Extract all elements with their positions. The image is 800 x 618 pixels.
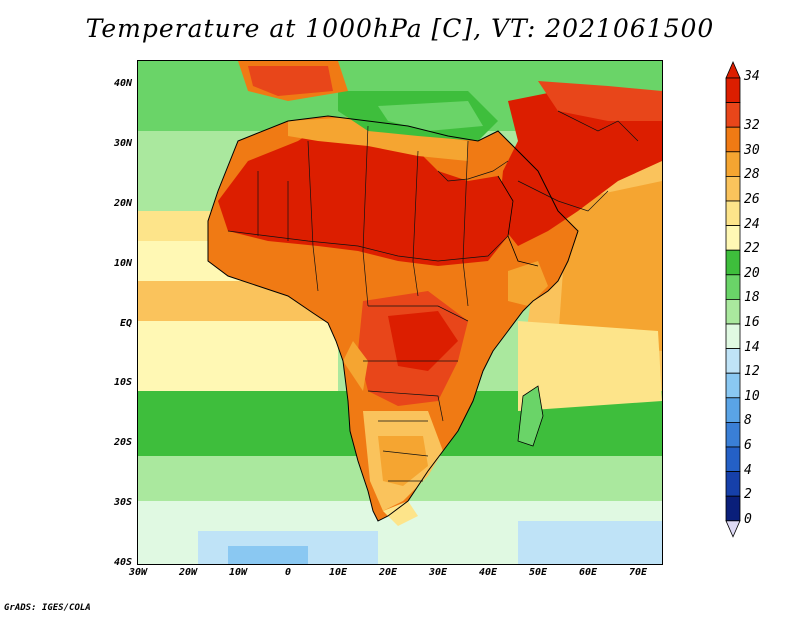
colorbar-label: 32	[744, 118, 760, 134]
lat-label: 30S	[113, 497, 132, 508]
temperature-field	[138, 61, 662, 564]
colorbar-swatch	[725, 151, 741, 177]
lon-label: 70E	[628, 567, 648, 578]
lon-label: 50E	[528, 567, 548, 578]
madagascar	[518, 386, 543, 446]
lon-label: 30E	[428, 567, 448, 578]
colorbar-swatch	[725, 249, 741, 276]
colorbar-label: 30	[744, 142, 760, 158]
colorbar-swatch	[725, 397, 741, 423]
lon-label: 10E	[328, 567, 348, 578]
colorbar-swatch	[725, 421, 741, 448]
colorbar-swatch	[725, 225, 741, 251]
colorbar-label: 8	[744, 413, 752, 429]
lon-label: 60E	[578, 567, 598, 578]
lat-label: 20S	[113, 437, 132, 448]
colorbar-swatch	[725, 102, 741, 128]
lat-label: 30N	[113, 138, 132, 149]
lat-label: 40N	[113, 78, 132, 89]
lon-label: 20E	[378, 567, 398, 578]
colorbar-label: 2	[744, 487, 752, 503]
map-title: Temperature at 1000hPa [C], VT: 20210615…	[85, 14, 715, 43]
colorbar-label: 6	[744, 438, 752, 453]
colorbar-swatch	[725, 274, 741, 300]
lat-label: EQ	[119, 318, 132, 329]
colorbar-swatch	[725, 348, 741, 374]
lat-label: 40S	[113, 557, 132, 568]
credit-text: GrADS: IGES/COLA	[4, 603, 91, 613]
lat-label: 10S	[113, 377, 132, 388]
colorbar-label: 28	[744, 167, 760, 183]
lat-label: 20N	[113, 198, 132, 209]
colorbar-swatch	[725, 446, 741, 473]
lon-label: 20W	[178, 567, 198, 578]
colorbar-swatch	[725, 126, 741, 153]
colorbar-label: 12	[744, 364, 760, 380]
colorbar-swatch	[725, 323, 741, 350]
country-borders	[227, 110, 639, 482]
lon-label: 40E	[478, 567, 498, 578]
colorbar-label: 18	[744, 290, 760, 306]
colorbar-swatch	[725, 176, 741, 202]
colorbar-label: 26	[744, 192, 760, 207]
colorbar-swatch	[725, 200, 741, 227]
colorbar-label: 16	[744, 315, 760, 330]
lon-label: 10W	[228, 567, 248, 578]
red-sea-coast	[497, 175, 539, 267]
colorbar-label: 14	[744, 339, 760, 355]
map-panel	[137, 60, 663, 565]
colorbar-label: 10	[744, 388, 760, 404]
colorbar	[725, 61, 741, 538]
lon-label: 30W	[128, 567, 148, 578]
colorbar-swatch	[725, 471, 741, 497]
colorbar-label: 34	[744, 69, 760, 84]
lon-label: 0	[284, 567, 292, 578]
colorbar-top-arrow	[725, 61, 741, 79]
colorbar-label: 22	[744, 241, 760, 257]
colorbar-label: 0	[744, 511, 752, 527]
colorbar-swatch	[725, 372, 741, 399]
colorbar-swatch	[725, 495, 741, 522]
colorbar-label: 24	[744, 216, 760, 232]
colorbar-label: 4	[744, 462, 752, 478]
lat-label: 10N	[113, 258, 132, 269]
colorbar-swatch	[725, 77, 741, 104]
colorbar-swatch	[725, 298, 741, 325]
colorbar-bottom-arrow	[725, 520, 741, 538]
colorbar-label: 20	[744, 265, 760, 281]
